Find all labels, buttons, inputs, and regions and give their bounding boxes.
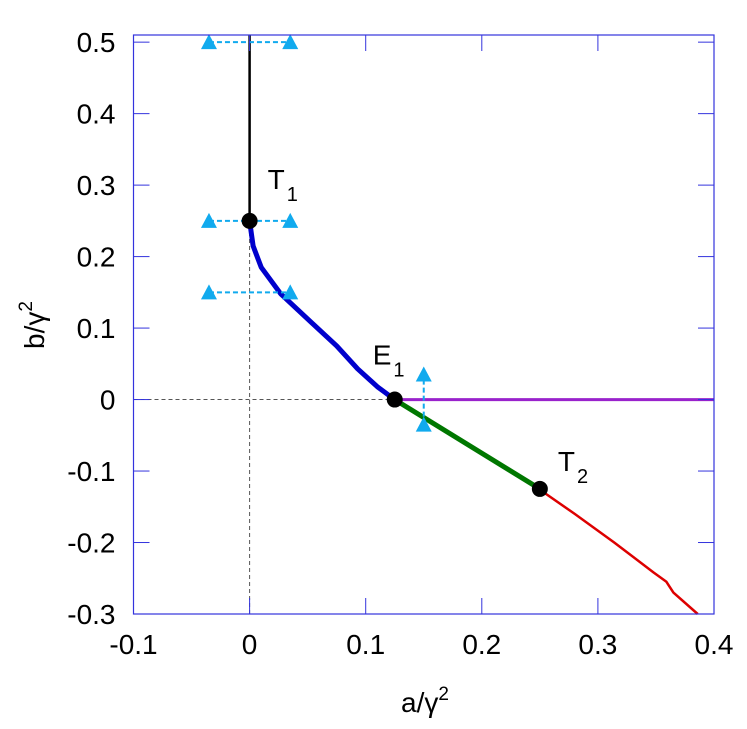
plot-area: -0.1 0 0.1 0.2 0.3 0.40.50.40.30.20.10-0.1-0.… bbox=[67, 27, 733, 660]
x-tick-label: 0.4 bbox=[695, 629, 734, 660]
x-tick-label: 0.1 bbox=[346, 629, 385, 660]
triangle-marker bbox=[282, 284, 299, 300]
y-axis-label: b/γ2 bbox=[16, 301, 50, 349]
triangle-marker bbox=[415, 416, 432, 432]
x-tick-label: 0.3 bbox=[578, 629, 617, 660]
triangle-marker bbox=[282, 212, 299, 228]
x-tick-label: -0.1 bbox=[109, 629, 157, 660]
series-line bbox=[539, 488, 699, 615]
point-marker bbox=[531, 480, 548, 497]
series-line bbox=[393, 397, 542, 492]
y-tick-label: -0.1 bbox=[67, 456, 115, 487]
y-tick-label: 0.2 bbox=[77, 242, 116, 273]
y-tick-label: 0 bbox=[100, 385, 116, 416]
y-tick-label: 0.1 bbox=[77, 313, 116, 344]
triangle-marker bbox=[200, 34, 217, 50]
y-tick-label: 0.3 bbox=[77, 170, 116, 201]
triangle-marker bbox=[200, 212, 217, 228]
y-tick-label: 0.5 bbox=[77, 27, 116, 58]
y-tick-label: -0.2 bbox=[67, 528, 115, 559]
x-tick-label: 0 bbox=[242, 629, 258, 660]
y-tick-label: 0.4 bbox=[77, 99, 116, 130]
x-axis-label: a/γ2 bbox=[401, 684, 449, 718]
x-tick-label: 0.2 bbox=[462, 629, 501, 660]
triangle-marker bbox=[282, 34, 299, 50]
point-marker bbox=[241, 212, 258, 229]
point-marker bbox=[386, 391, 403, 408]
y-tick-label: -0.3 bbox=[67, 599, 115, 630]
triangle-marker bbox=[200, 284, 217, 300]
plot-frame bbox=[132, 34, 715, 615]
series-line bbox=[247, 220, 397, 402]
triangle-marker bbox=[415, 366, 432, 382]
